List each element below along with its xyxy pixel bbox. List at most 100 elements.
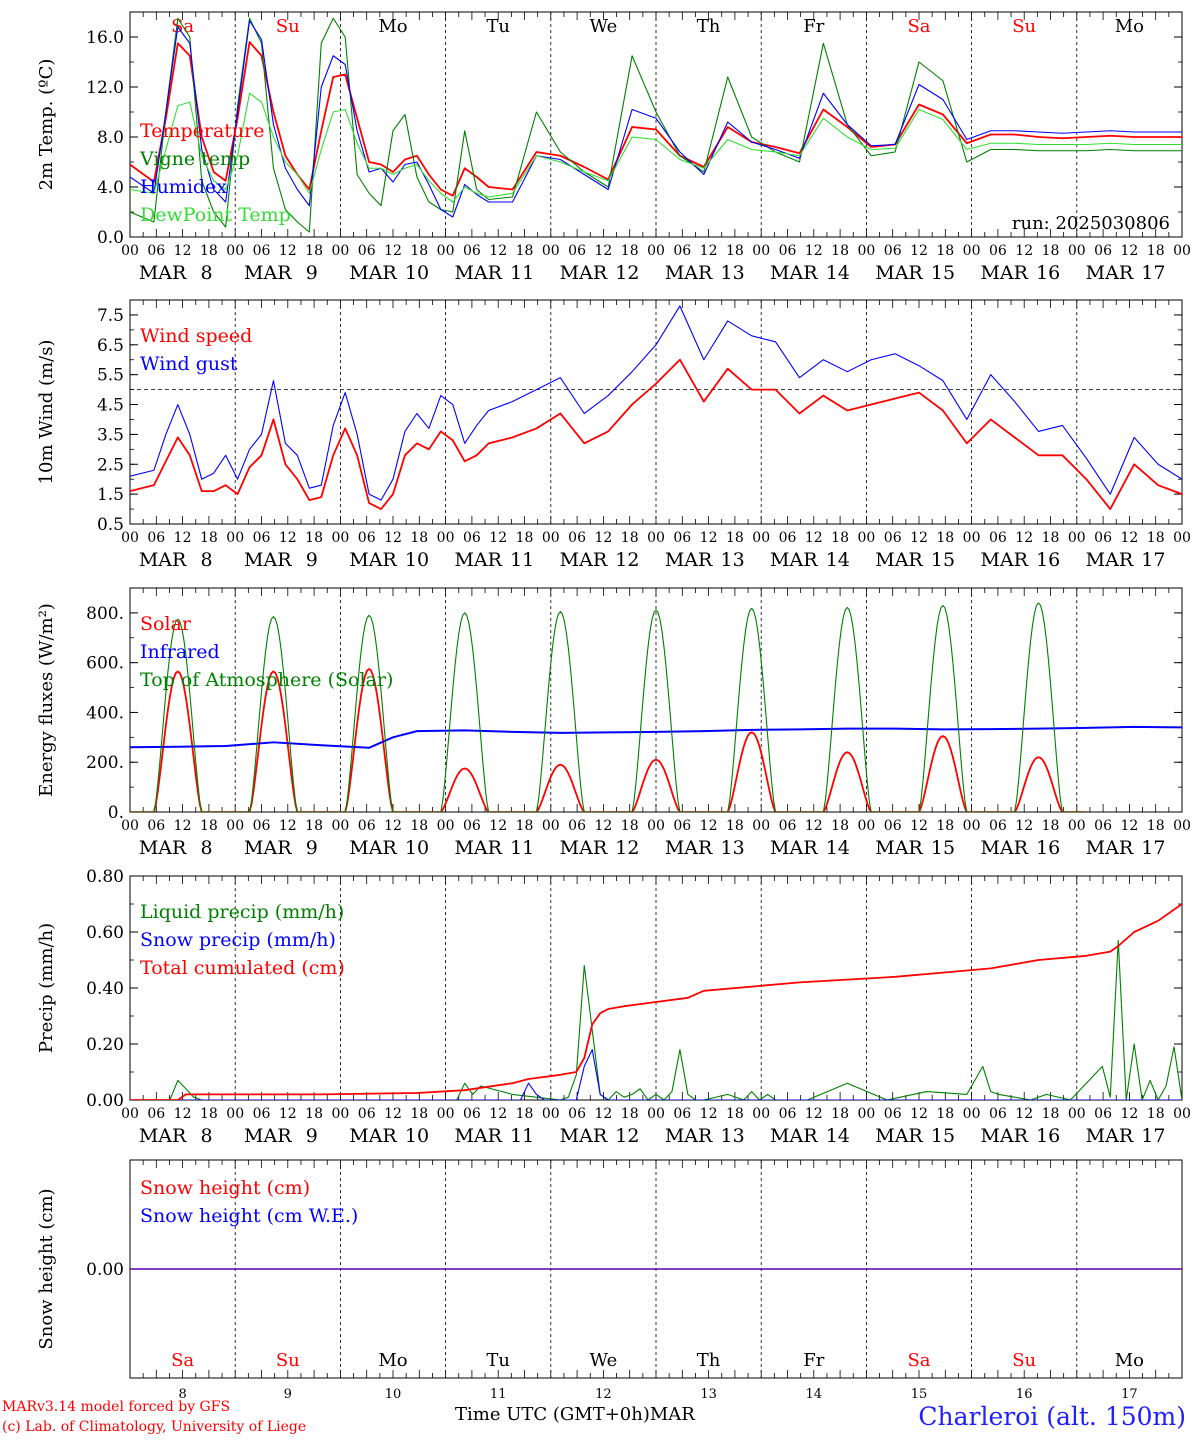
hour-tick-label: 06	[147, 243, 165, 259]
weekday-label: Th	[697, 16, 721, 37]
hour-tick-label: 18	[410, 243, 428, 259]
date-month-label: MAR	[349, 1125, 397, 1147]
hour-tick-label: 18	[936, 818, 954, 834]
weekday-label: Fr	[803, 1350, 824, 1371]
hour-tick-label: 12	[1120, 1106, 1138, 1122]
hour-tick-label: 06	[1094, 530, 1112, 546]
hour-tick-label: 18	[1147, 1106, 1165, 1122]
hour-tick-label: 00	[226, 243, 244, 259]
date-day-label: 8	[201, 262, 213, 284]
hour-tick-label: 18	[936, 530, 954, 546]
weekday-label: Mo	[378, 1350, 407, 1371]
date-month-label: MAR	[770, 1125, 818, 1147]
legend-entry: Vigne temp	[139, 148, 250, 170]
legend-entry: Infrared	[140, 641, 220, 663]
date-day-label: 8	[201, 837, 213, 859]
hour-tick-label: 00	[752, 1106, 770, 1122]
date-month-label: MAR	[454, 549, 502, 571]
date-day-label: 11	[490, 1387, 507, 1402]
date-month-label: MAR	[349, 262, 397, 284]
hour-tick-label: 06	[989, 1106, 1007, 1122]
legend-entry: Wind speed	[140, 325, 252, 347]
date-day-label: 10	[405, 549, 429, 571]
hour-tick-label: 12	[1120, 530, 1138, 546]
y-tick-label: 0.00	[86, 1091, 124, 1111]
hour-tick-label: 00	[1173, 818, 1191, 834]
legend-entry: Temperature	[140, 120, 264, 142]
y-axis-label: Precip (mm/h)	[36, 923, 57, 1053]
hour-tick-label: 00	[226, 818, 244, 834]
y-tick-label: 0.00	[86, 1260, 124, 1280]
hour-tick-label: 18	[200, 1106, 218, 1122]
hour-tick-label: 06	[147, 1106, 165, 1122]
hour-tick-label: 06	[568, 243, 586, 259]
hour-tick-label: 18	[516, 243, 534, 259]
weekday-label: We	[590, 1350, 618, 1371]
hour-tick-label: 00	[437, 1106, 455, 1122]
legend-entry: Liquid precip (mm/h)	[140, 901, 344, 923]
hour-tick-label: 00	[542, 530, 560, 546]
hour-tick-label: 18	[200, 243, 218, 259]
date-day-label: 11	[510, 1125, 534, 1147]
hour-tick-label: 00	[542, 243, 560, 259]
date-day-label: 16	[1016, 1387, 1033, 1402]
hour-tick-label: 00	[1173, 243, 1191, 259]
y-axis-label: Energy fluxes (W/m²)	[36, 603, 57, 797]
date-day-label: 10	[405, 262, 429, 284]
date-day-label: 17	[1141, 1125, 1165, 1147]
hour-tick-label: 18	[1042, 530, 1060, 546]
y-tick-label: 4.0	[97, 178, 124, 198]
hour-tick-label: 06	[463, 530, 481, 546]
series-line	[130, 1049, 1182, 1100]
date-day-label: 9	[306, 837, 318, 859]
hour-tick-label: 00	[857, 818, 875, 834]
hour-tick-label: 00	[331, 530, 349, 546]
y-tick-label: 0.0	[97, 228, 124, 248]
y-tick-label: 6.5	[97, 336, 124, 356]
date-month-label: MAR	[349, 837, 397, 859]
date-month-label: MAR	[1086, 1125, 1134, 1147]
hour-tick-label: 00	[121, 818, 139, 834]
hour-tick-label: 00	[752, 818, 770, 834]
hour-tick-label: 12	[594, 1106, 612, 1122]
series-line	[130, 602, 1087, 812]
legend-entry: Snow precip (mm/h)	[140, 929, 336, 951]
hour-tick-label: 00	[857, 530, 875, 546]
date-day-label: 16	[1036, 549, 1060, 571]
y-axis-label: Snow height (cm)	[36, 1188, 57, 1349]
date-day-label: 11	[510, 837, 534, 859]
weekday-label: Tu	[486, 1350, 510, 1371]
series-line	[130, 41, 1182, 197]
date-day-label: 10	[385, 1387, 402, 1402]
time-axis-label: Time UTC (GMT+0h)MAR	[455, 1404, 695, 1425]
date-month-label: MAR	[244, 549, 292, 571]
date-day-label: 11	[510, 549, 534, 571]
weekday-label: Su	[276, 1350, 300, 1371]
series-line	[130, 667, 1087, 812]
hour-tick-label: 12	[279, 818, 297, 834]
hour-tick-label: 12	[700, 818, 718, 834]
weekday-label: Mo	[378, 16, 407, 37]
hour-tick-label: 06	[884, 530, 902, 546]
hour-tick-label: 18	[410, 530, 428, 546]
date-month-label: MAR	[770, 262, 818, 284]
series-group	[130, 17, 1182, 233]
date-day-label: 16	[1036, 1125, 1060, 1147]
hour-tick-label: 12	[174, 530, 192, 546]
weekday-label: Su	[1012, 16, 1036, 37]
hour-tick-label: 18	[1042, 818, 1060, 834]
y-tick-label: 0.	[108, 803, 124, 823]
hour-tick-label: 06	[1094, 243, 1112, 259]
y-axis-label: 10m Wind (m/s)	[36, 340, 57, 485]
time-axis-title: Time UTC (GMT+0h)	[455, 1404, 650, 1425]
hour-tick-label: 12	[594, 243, 612, 259]
date-day-label: 12	[615, 1125, 639, 1147]
hour-tick-label: 12	[1015, 1106, 1033, 1122]
hour-tick-label: 18	[831, 1106, 849, 1122]
hour-tick-label: 12	[805, 243, 823, 259]
date-day-label: 9	[284, 1387, 292, 1402]
hour-tick-label: 18	[305, 530, 323, 546]
hour-tick-label: 00	[226, 1106, 244, 1122]
date-day-label: 10	[405, 1125, 429, 1147]
hour-tick-label: 00	[752, 530, 770, 546]
